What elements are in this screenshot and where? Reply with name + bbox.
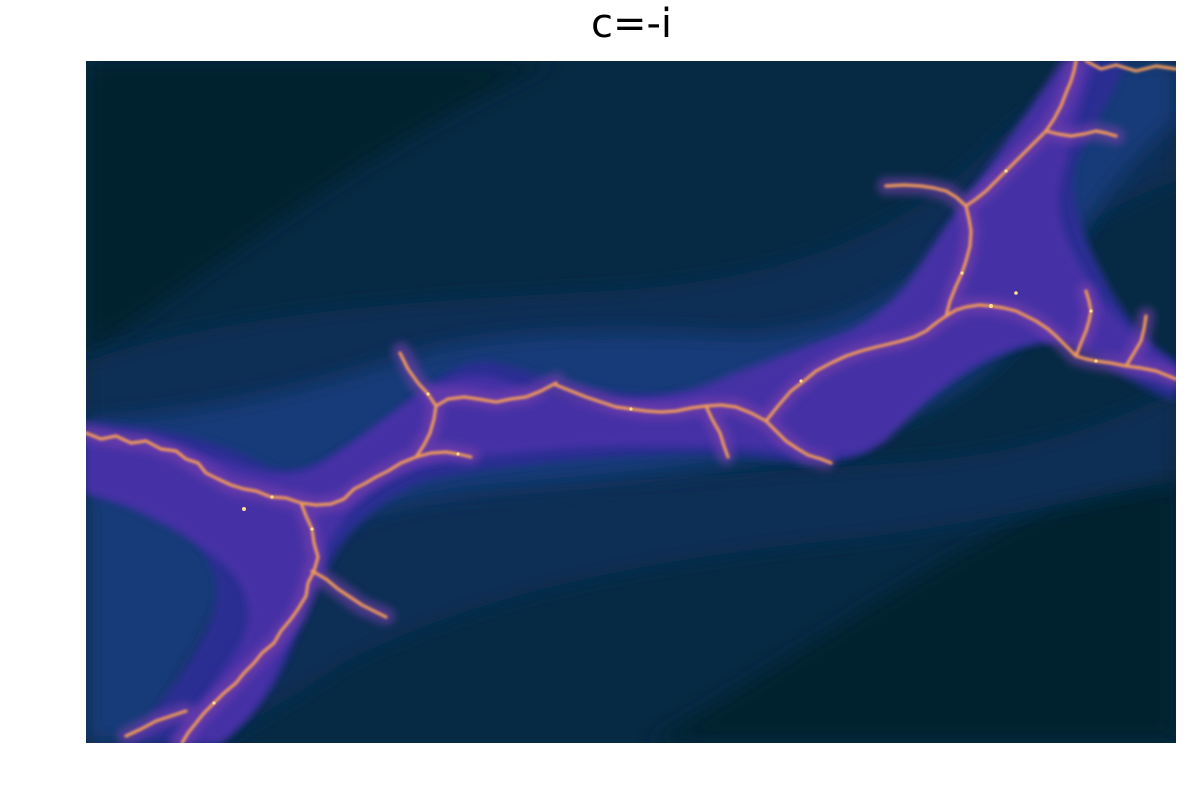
field-mid-lower bbox=[86, 391, 1176, 743]
plot-title: c=-i bbox=[590, 1, 673, 47]
field-dark-top-left bbox=[86, 61, 556, 351]
julia-set-canvas bbox=[86, 61, 1176, 743]
filament-hotspots bbox=[212, 169, 1098, 705]
julia-set-image bbox=[86, 61, 1176, 743]
filament-core bbox=[86, 61, 1176, 743]
field-dark-bottom-right bbox=[646, 451, 1176, 743]
